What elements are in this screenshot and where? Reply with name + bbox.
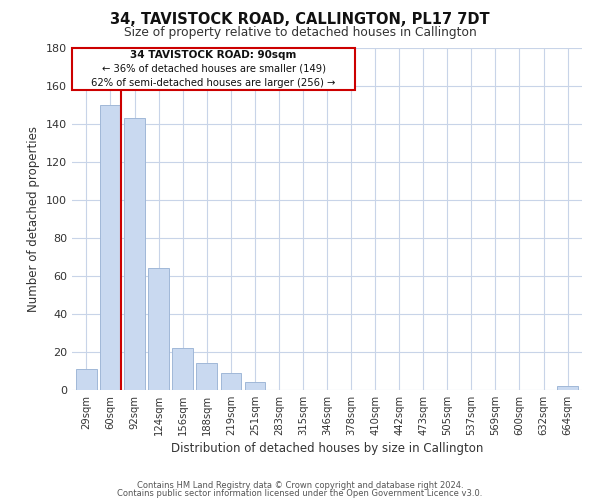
Text: 34 TAVISTOCK ROAD: 90sqm: 34 TAVISTOCK ROAD: 90sqm bbox=[130, 50, 297, 60]
Bar bbox=[76, 369, 97, 390]
Bar bbox=[196, 364, 217, 390]
Text: 62% of semi-detached houses are larger (256) →: 62% of semi-detached houses are larger (… bbox=[91, 78, 336, 88]
Bar bbox=[172, 348, 193, 390]
Bar bbox=[100, 104, 121, 390]
Text: Size of property relative to detached houses in Callington: Size of property relative to detached ho… bbox=[124, 26, 476, 39]
Text: 34, TAVISTOCK ROAD, CALLINGTON, PL17 7DT: 34, TAVISTOCK ROAD, CALLINGTON, PL17 7DT bbox=[110, 12, 490, 28]
Bar bbox=[221, 373, 241, 390]
X-axis label: Distribution of detached houses by size in Callington: Distribution of detached houses by size … bbox=[171, 442, 483, 455]
Bar bbox=[148, 268, 169, 390]
Y-axis label: Number of detached properties: Number of detached properties bbox=[28, 126, 40, 312]
Text: Contains HM Land Registry data © Crown copyright and database right 2024.: Contains HM Land Registry data © Crown c… bbox=[137, 481, 463, 490]
Text: ← 36% of detached houses are smaller (149): ← 36% of detached houses are smaller (14… bbox=[101, 64, 326, 74]
FancyBboxPatch shape bbox=[72, 48, 355, 90]
Bar bbox=[245, 382, 265, 390]
Bar bbox=[557, 386, 578, 390]
Bar bbox=[124, 118, 145, 390]
Text: Contains public sector information licensed under the Open Government Licence v3: Contains public sector information licen… bbox=[118, 490, 482, 498]
